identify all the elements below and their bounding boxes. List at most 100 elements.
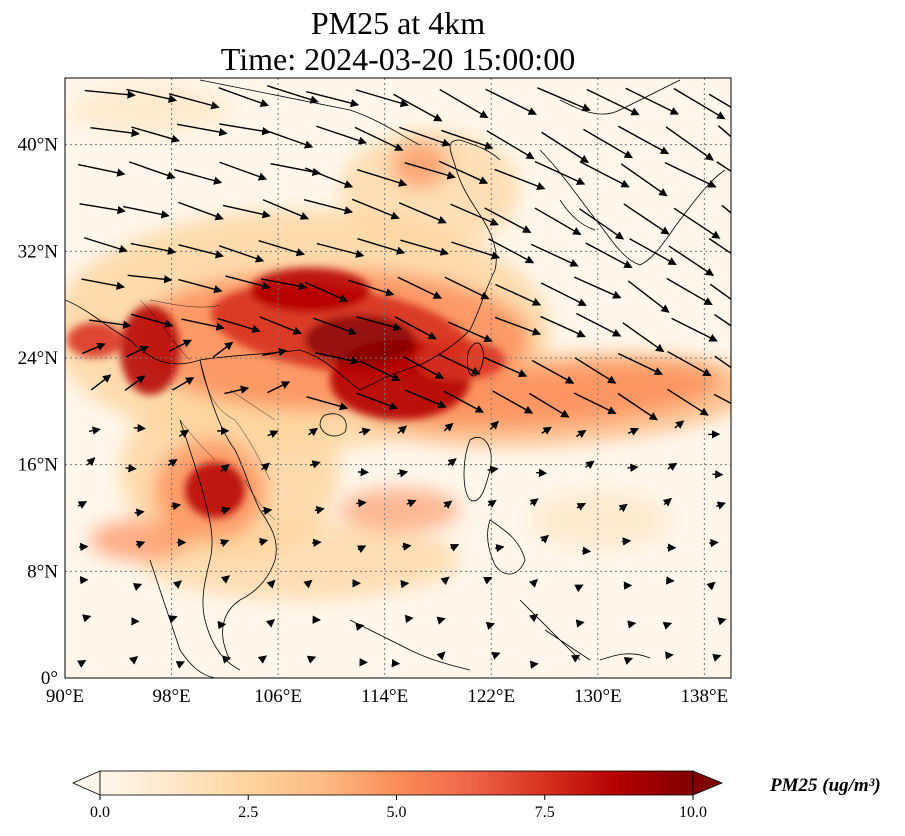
wind-arrow <box>168 615 178 624</box>
wind-arrow <box>218 245 265 263</box>
wind-arrow <box>394 316 437 340</box>
wind-arrow <box>673 207 721 239</box>
wind-arrow <box>357 169 408 187</box>
wind-arrow <box>262 199 310 220</box>
wind-arrow <box>316 125 367 145</box>
wind-arrow <box>174 169 223 185</box>
wind-arrow <box>576 312 622 337</box>
wind-arrow <box>316 242 365 258</box>
wind-arrow <box>260 278 308 291</box>
wind-arrow <box>306 91 360 108</box>
wind-arrow <box>175 661 186 669</box>
wind-arrow <box>622 322 665 353</box>
wind-arrow <box>529 392 570 418</box>
wind-arrow <box>664 651 674 660</box>
lon-tick-label: 90°E <box>46 686 84 707</box>
wind-arrow <box>351 198 400 220</box>
wind-arrow <box>304 281 349 302</box>
wind-arrow <box>86 457 96 467</box>
wind-arrow <box>483 356 528 377</box>
wind-arrow <box>307 427 319 437</box>
wind-arrow <box>627 463 639 472</box>
colorbar-tick-label: 10.0 <box>679 804 707 821</box>
wind-arrow <box>447 458 457 467</box>
wind-arrow <box>178 278 223 294</box>
wind-arrow <box>355 622 365 631</box>
wind-arrow <box>134 508 145 517</box>
colorbar-tick-label: 5.0 <box>387 804 407 821</box>
lon-tick-label: 114°E <box>361 686 408 707</box>
wind-arrow <box>220 506 231 515</box>
colorbar-ticks: 0.0 2.5 5.0 7.5 10.0 <box>90 795 707 821</box>
wind-arrow <box>263 129 314 149</box>
wind-arrow <box>220 575 231 584</box>
wind-arrow <box>313 317 358 336</box>
colorbar-tick-label: 2.5 <box>238 804 258 821</box>
wind-arrow <box>717 617 727 626</box>
wind-arrow <box>579 208 625 240</box>
wind-arrow <box>306 396 349 411</box>
wind-arrow <box>721 204 731 214</box>
wind-arrow <box>77 659 87 668</box>
wind-arrow <box>667 388 709 416</box>
wind-arrow <box>664 162 717 188</box>
wind-arrow <box>270 162 321 177</box>
wind-arrow <box>168 339 193 352</box>
wind-arrow <box>439 88 489 119</box>
wind-arrow <box>262 506 273 516</box>
wind-arrow <box>585 460 595 469</box>
map-title: PM25 at 4km <box>310 5 486 41</box>
wind-arrow <box>354 126 404 151</box>
wind-arrow <box>217 620 227 630</box>
wind-arrow <box>714 313 731 327</box>
wind-arrow <box>529 498 539 507</box>
wind-arrow <box>666 277 713 306</box>
wind-arrow <box>541 426 552 435</box>
wind-arrow <box>706 581 716 591</box>
wind-arrow <box>667 350 712 377</box>
wind-arrow <box>529 660 539 669</box>
wind-arrow <box>539 534 550 544</box>
wind-arrow <box>125 464 137 473</box>
wind-arrow <box>218 87 269 107</box>
wind-arrow <box>257 655 268 664</box>
lon-tick-label: 130°E <box>574 686 622 707</box>
wind-arrow <box>662 497 672 507</box>
wind-arrow <box>261 462 271 472</box>
wind-arrow <box>629 238 677 265</box>
wind-arrow <box>494 168 546 190</box>
coastlines <box>65 79 726 678</box>
wind-vectors <box>77 85 731 669</box>
wind-arrow <box>716 501 727 510</box>
wind-arrow <box>217 317 261 334</box>
wind-arrow <box>90 374 112 391</box>
wind-arrow <box>671 317 718 342</box>
wind-arrow <box>404 162 456 180</box>
wind-arrow <box>540 282 587 306</box>
wind-arrow <box>444 276 490 300</box>
wind-arrow <box>225 275 271 290</box>
lon-tick-label: 122°E <box>467 686 515 707</box>
lat-tick-label: 32°N <box>18 241 59 262</box>
wind-arrow <box>178 201 224 221</box>
wind-arrow <box>306 655 317 664</box>
wind-arrow <box>133 423 146 433</box>
wind-arrow <box>627 427 640 436</box>
wind-arrow <box>124 375 146 392</box>
lat-tick-label: 24°N <box>18 348 59 369</box>
wind-arrow <box>483 576 493 585</box>
wind-arrow <box>128 655 139 665</box>
wind-arrow <box>665 126 714 161</box>
wind-arrow <box>222 655 232 664</box>
wind-arrow <box>267 430 279 438</box>
wind-arrow <box>309 460 321 469</box>
wind-arrow <box>709 283 731 301</box>
wind-arrow <box>222 204 271 219</box>
wind-arrow <box>574 357 617 384</box>
wind-arrow <box>709 538 719 548</box>
wind-arrow <box>443 422 454 432</box>
lat-tick-label: 16°N <box>18 455 59 476</box>
lat-tick-label: 40°N <box>18 135 59 156</box>
wind-arrow <box>131 313 174 328</box>
